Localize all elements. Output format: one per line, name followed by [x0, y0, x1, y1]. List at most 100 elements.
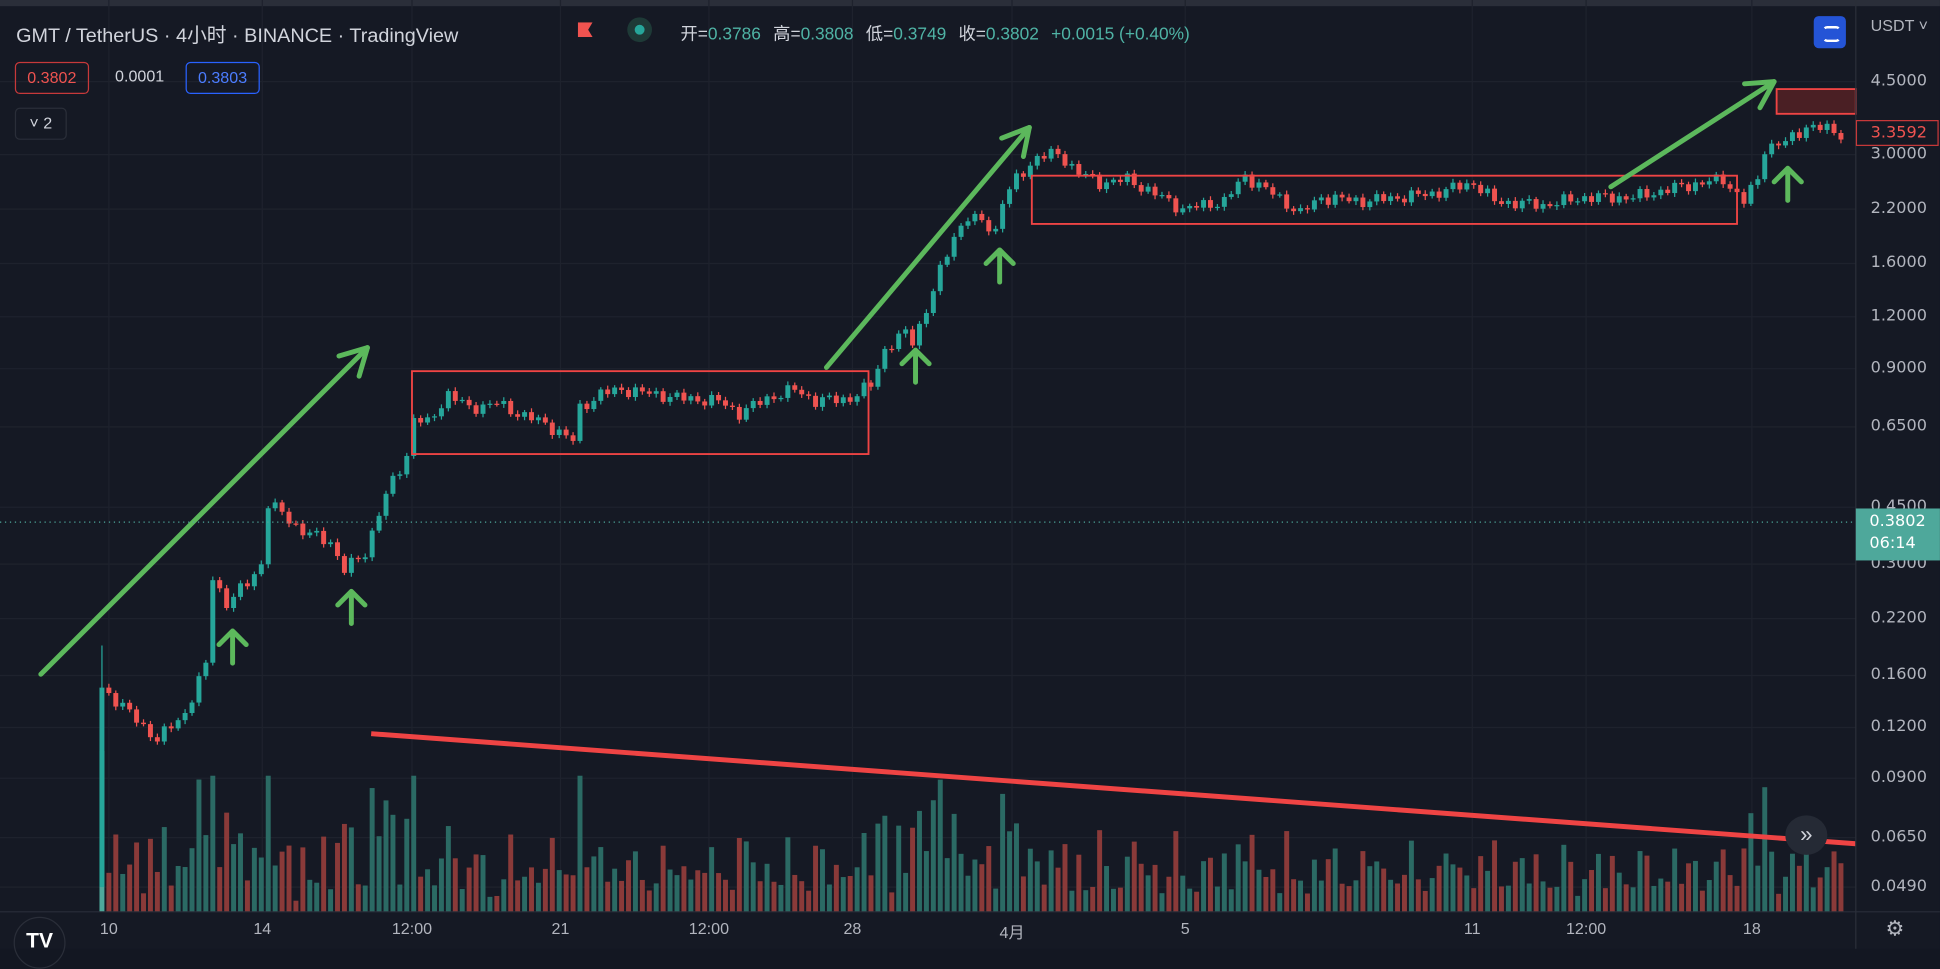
- candle-body: [986, 220, 992, 232]
- volume-bar: [1007, 831, 1013, 912]
- up-arrow-icon: [899, 347, 932, 385]
- candle-body: [1159, 195, 1165, 197]
- candle-body: [1575, 201, 1581, 203]
- volume-bar: [251, 847, 257, 912]
- close-label: 收=: [958, 23, 986, 44]
- sell-button[interactable]: 0.3802: [14, 61, 89, 95]
- volume-bar: [217, 867, 223, 912]
- candle-body: [1512, 200, 1518, 209]
- volume-bar: [1498, 886, 1504, 912]
- candle-body: [224, 588, 230, 609]
- volume-bar: [1048, 850, 1054, 912]
- candle-body: [1637, 189, 1643, 199]
- flag-icon[interactable]: [577, 22, 593, 38]
- candle-body: [868, 382, 874, 387]
- up-arrow-icon: [335, 588, 368, 627]
- volume-bar: [189, 848, 195, 912]
- tradingview-logo[interactable]: TV: [13, 916, 66, 969]
- candle-body: [1713, 174, 1719, 182]
- candle-body: [1277, 194, 1283, 196]
- candle-body: [688, 396, 694, 401]
- volume-bar: [923, 851, 929, 912]
- candle-body: [175, 720, 181, 729]
- double-chevron-right-icon[interactable]: »: [1785, 815, 1828, 855]
- candle-body: [695, 396, 701, 402]
- low-label: 低=: [865, 23, 894, 44]
- candle-body: [535, 417, 541, 421]
- gear-icon[interactable]: ⚙: [1885, 916, 1905, 941]
- volume-bar: [390, 814, 396, 912]
- volume-bar: [889, 892, 895, 912]
- top-border: [0, 0, 1940, 7]
- currency-selector[interactable]: USDT ˅: [1870, 16, 1929, 35]
- volume-bar: [1055, 867, 1061, 912]
- last-price: 0.3802: [1869, 512, 1926, 531]
- volume-bar: [203, 835, 209, 912]
- candle-body: [1214, 206, 1220, 209]
- chart-canvas[interactable]: [0, 0, 1940, 949]
- volume-bar: [1090, 886, 1096, 912]
- volume-bar: [1665, 881, 1671, 912]
- volume-bar: [182, 867, 188, 912]
- volume-bar: [626, 860, 631, 912]
- candle-body: [806, 394, 812, 396]
- volume-bar: [1062, 844, 1068, 912]
- volume-bar: [1263, 876, 1269, 912]
- volume-bar: [917, 810, 922, 912]
- candle-body: [626, 389, 631, 398]
- volume-bar: [307, 879, 313, 912]
- volume-bar: [196, 779, 202, 912]
- volume-bar: [1478, 856, 1484, 912]
- candle-body: [293, 523, 299, 525]
- volume-bar: [1235, 844, 1241, 912]
- candle-body: [716, 395, 722, 401]
- candle-body: [875, 368, 881, 387]
- indicators-toggle[interactable]: ˅ 2: [14, 107, 67, 140]
- volume-bar: [1145, 875, 1151, 912]
- candle-body: [826, 395, 832, 398]
- candle-body: [1083, 173, 1089, 176]
- candle-body: [958, 225, 964, 237]
- volume-bar: [286, 845, 292, 912]
- volume-bar: [224, 812, 230, 912]
- volume-bar: [238, 833, 243, 912]
- volume-bar: [1582, 879, 1588, 912]
- candle-body: [1623, 196, 1629, 200]
- candle-body: [1471, 183, 1477, 185]
- volume-bar: [1609, 855, 1615, 912]
- volume-bar: [1838, 863, 1844, 912]
- volume-bar: [459, 889, 465, 912]
- volume-bar: [279, 851, 285, 912]
- volume-bar: [1152, 864, 1158, 912]
- market-status-icon[interactable]: [627, 17, 653, 43]
- volume-bar: [778, 884, 784, 912]
- auto-scale-icon[interactable]: [1813, 16, 1846, 49]
- volume-bar: [1713, 861, 1719, 912]
- candle-body: [390, 475, 396, 494]
- volume-bar: [854, 867, 860, 912]
- candle-body: [1014, 173, 1019, 190]
- candle-body: [944, 256, 950, 265]
- candle-body: [833, 395, 839, 404]
- candle-body: [1187, 205, 1193, 209]
- candle-body: [1602, 193, 1608, 195]
- candle-body: [286, 511, 292, 524]
- candle-body: [529, 412, 534, 421]
- candle-body: [404, 455, 410, 475]
- price-label: 0.2200: [1870, 608, 1927, 628]
- volume-bar: [438, 858, 444, 912]
- candle-body: [910, 329, 916, 346]
- volume-bar: [147, 838, 153, 912]
- volume-bar: [1201, 861, 1207, 912]
- symbol-title[interactable]: GMT / TetherUS · 4小时 · BINANCE · Trading…: [16, 25, 459, 48]
- volume-bar: [1339, 883, 1345, 912]
- volume-bar: [653, 883, 659, 912]
- volume-bar: [1270, 869, 1276, 912]
- price-label: 4.5000: [1870, 71, 1927, 91]
- candle-body: [376, 515, 382, 531]
- volume-bar: [556, 870, 562, 912]
- price-label: 0.1600: [1870, 665, 1927, 685]
- grid: [0, 0, 1856, 912]
- buy-button[interactable]: 0.3803: [185, 61, 260, 95]
